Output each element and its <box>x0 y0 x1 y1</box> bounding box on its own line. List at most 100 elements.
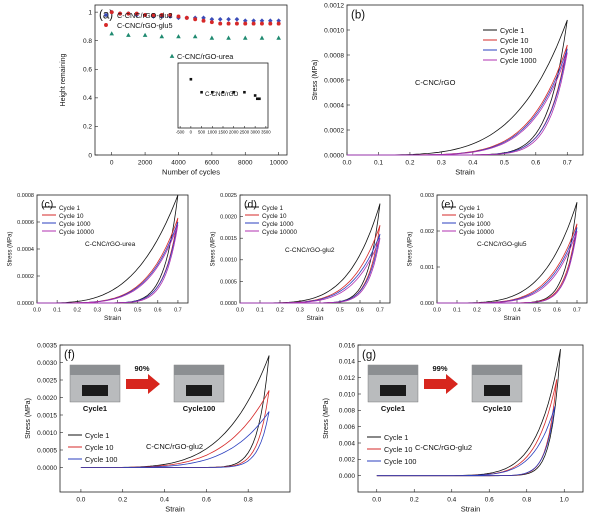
y-axis-label: Stress (MPa) <box>323 398 330 439</box>
x-axis-label: Strain <box>504 315 521 322</box>
y-tick-label: 0.014 <box>339 359 356 366</box>
x-tick-label: 0.0 <box>236 308 244 314</box>
data-point-c-cnc-rgo-urea <box>109 31 115 36</box>
inset-data-point <box>243 90 246 94</box>
panel-d: 0.0 0.1 0.2 0.3 0.4 0.5 0.6 0.7 0.0000 0.0005 0.00… <box>211 193 391 322</box>
data-point-c-cnc-rgo-glu2 <box>201 15 206 21</box>
recovery-percent: 90% <box>134 364 149 373</box>
legend-marker-c-cnc-rgo-urea <box>169 53 175 58</box>
inset-x-tick-label: 500 <box>198 130 206 135</box>
x-tick-label: 0.1 <box>453 308 461 314</box>
press-plate-before <box>368 365 418 375</box>
panel-label: (g) <box>362 350 376 362</box>
y-tick-label: 0.001 <box>420 265 434 271</box>
data-point-c-cnc-rgo-urea <box>176 34 181 39</box>
data-point-c-cnc-rgo-glu5 <box>151 13 156 17</box>
inset-data-point <box>221 90 225 94</box>
inset-data-point <box>200 90 203 94</box>
x-tick-label: 0.0 <box>372 497 381 504</box>
panel-a: 0 2000 4000 6000 8000 1000000.20.40.60.81Numb… <box>60 4 288 177</box>
x-tick-label: 10000 <box>270 160 288 167</box>
x-tick-label: 0.2 <box>276 308 284 314</box>
data-point-c-cnc-rgo-glu2 <box>234 16 240 22</box>
data-point-c-cnc-rgo-glu5 <box>134 11 139 16</box>
legend-label-cycle-1000: Cycle 1000 <box>59 221 91 228</box>
y-tick-label: 0.0020 <box>37 395 57 402</box>
data-point-c-cnc-rgo-urea <box>159 34 165 39</box>
y-tick-label: 0.008 <box>339 408 356 415</box>
panel-annotation: C-CNC/rGO-urea <box>85 241 136 248</box>
y-axis-label: Stress (MPa) <box>408 231 414 266</box>
series-line-cycle-100 <box>376 406 556 477</box>
x-tick-label: 0.5 <box>336 308 344 314</box>
x-tick-label: 0.4 <box>468 160 477 167</box>
y-tick-label: 0.0004 <box>17 247 34 253</box>
inset-x-tick-label: 1500 <box>218 130 228 135</box>
legend-label-cycle-1000: Cycle 1000 <box>500 56 537 65</box>
data-point-c-cnc-rgo-urea <box>226 35 231 40</box>
data-point-c-cnc-rgo-glu5 <box>209 20 214 25</box>
y-tick-label: 0.002 <box>339 457 356 464</box>
x-tick-label: 6000 <box>205 160 220 167</box>
plot-frame <box>94 4 288 156</box>
y-axis-label: Height remaining <box>60 53 67 106</box>
data-point-c-cnc-rgo-glu2 <box>276 18 281 24</box>
y-tick-label: 0.0006 <box>17 220 34 226</box>
y-tick-label: 0.0010 <box>220 258 237 264</box>
data-point-c-cnc-rgo-glu5 <box>126 11 131 16</box>
legend-label-cycle-10: Cycle 10 <box>384 445 412 454</box>
panel-e: 0.0 0.1 0.2 0.3 0.4 0.5 0.6 0.7 0.000 0.001 0.002 0… <box>408 193 588 322</box>
x-tick-label: 0.5 <box>533 308 541 314</box>
series-line-cycle-10000 <box>240 238 381 304</box>
x-tick-label: 0.3 <box>437 160 446 167</box>
legend-label-cycle-100: Cycle 100 <box>384 457 416 466</box>
panel-label: (b) <box>351 10 365 22</box>
legend-label-cycle-1: Cycle 1 <box>262 205 283 212</box>
legend-label-cycle-1: Cycle 1 <box>500 26 524 35</box>
inset-data-point <box>232 90 236 94</box>
x-tick-label: 0.8 <box>522 497 531 504</box>
y-axis-label: Stress (MPa) <box>8 231 14 266</box>
x-tick-label: 0.4 <box>114 308 122 314</box>
x-tick-label: 0.1 <box>256 308 264 314</box>
data-point-c-cnc-rgo-glu5 <box>143 13 148 17</box>
x-tick-label: 0.6 <box>154 308 162 314</box>
photo-label-after: Cycle10 <box>483 404 511 413</box>
y-tick-label: 0.016 <box>339 342 356 349</box>
data-point-c-cnc-rgo-glu5 <box>234 21 239 26</box>
inset-data-point <box>255 97 259 101</box>
x-tick-label: 2000 <box>138 160 153 167</box>
panel-label: (c) <box>41 199 53 211</box>
legend-marker-c-cnc-rgo-glu5 <box>104 23 108 27</box>
inset-data-point <box>253 94 257 97</box>
recovery-percent: 99% <box>432 364 447 373</box>
data-point-c-cnc-rgo-glu2 <box>259 18 265 24</box>
y-tick-label: 0.0000 <box>324 152 344 159</box>
recovery-arrow <box>424 374 458 394</box>
y-tick-label: 0.0008 <box>17 193 34 199</box>
legend-label-cycle-10: Cycle 10 <box>59 213 84 220</box>
y-axis-label: Stress (MPa) <box>25 398 32 439</box>
data-point-c-cnc-rgo-glu2 <box>268 18 273 24</box>
legend-label-c-cnc-rgo-glu2: C-CNC/rGO-glu2 <box>117 11 173 20</box>
y-tick-label: 0 <box>88 152 92 159</box>
x-tick-label: 0.0 <box>342 160 351 167</box>
x-tick-label: 0.2 <box>410 497 419 504</box>
x-tick-label: 0.3 <box>493 308 501 314</box>
legend-label-cycle-10: Cycle 10 <box>459 213 484 220</box>
x-axis-label: Strain <box>455 168 475 177</box>
x-tick-label: 0.0 <box>433 308 441 314</box>
photo-label-after: Cycle100 <box>183 404 216 413</box>
data-point-c-cnc-rgo-glu5 <box>109 10 114 15</box>
data-point-c-cnc-rgo-glu5 <box>176 14 181 19</box>
panel-c: 0.0 0.1 0.2 0.3 0.4 0.5 0.6 0.7 0.0000 0.0002 0.00… <box>8 193 189 322</box>
x-tick-label: 0.6 <box>202 497 211 504</box>
inset-x-tick-label: 3000 <box>250 130 260 135</box>
photo-label-before: Cycle1 <box>83 404 107 413</box>
x-tick-label: 0 <box>110 160 114 167</box>
legend-label-c-cnc-rgo-glu5: C-CNC/rGO-glu5 <box>117 21 173 30</box>
legend-label-cycle-1: Cycle 1 <box>59 205 80 212</box>
y-tick-label: 0.0015 <box>220 236 237 242</box>
legend-label-cycle-1: Cycle 1 <box>459 205 480 212</box>
y-tick-label: 0.0030 <box>37 360 57 367</box>
